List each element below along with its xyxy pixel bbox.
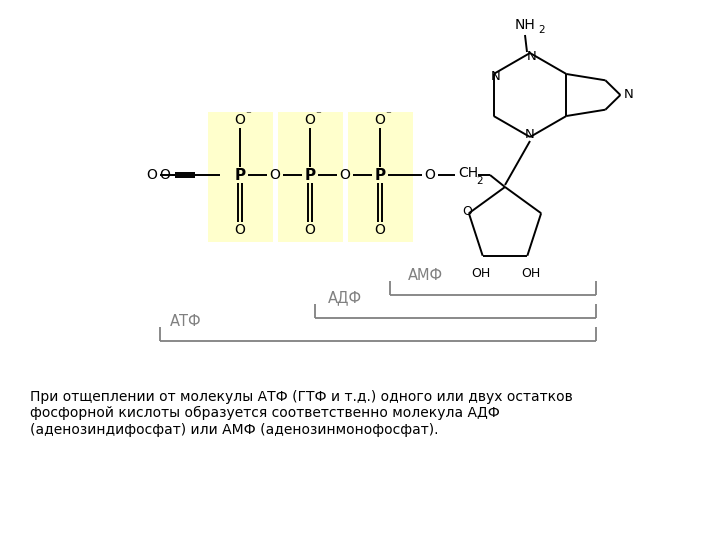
Text: OH: OH — [522, 267, 541, 280]
Text: При отщеплении от молекулы АТФ (ГТФ и т.д.) одного или двух остатков
фосфорной к: При отщеплении от молекулы АТФ (ГТФ и т.… — [30, 390, 572, 436]
Text: P: P — [374, 167, 386, 183]
Text: NH: NH — [515, 18, 536, 32]
Text: P: P — [235, 167, 246, 183]
Text: 2: 2 — [539, 25, 545, 35]
Text: O: O — [462, 205, 472, 218]
Text: N: N — [527, 50, 537, 63]
Bar — [348, 112, 413, 242]
Bar — [278, 112, 343, 242]
Text: O: O — [235, 113, 246, 127]
Text: O: O — [305, 223, 315, 237]
Text: АДФ: АДФ — [328, 291, 362, 306]
Text: O: O — [305, 113, 315, 127]
Text: N: N — [624, 89, 634, 102]
Text: O: O — [147, 168, 158, 182]
Text: O: O — [425, 168, 436, 182]
Text: P: P — [305, 167, 315, 183]
Text: O: O — [235, 223, 246, 237]
Text: O: O — [269, 168, 280, 182]
Text: OH: OH — [471, 267, 490, 280]
Text: CH: CH — [458, 166, 478, 180]
Bar — [208, 112, 273, 242]
Text: N: N — [491, 70, 500, 83]
Text: АТФ: АТФ — [170, 314, 202, 328]
Text: O: O — [340, 168, 351, 182]
Text: ⁻: ⁻ — [245, 110, 251, 120]
Text: 2: 2 — [477, 176, 483, 186]
Text: N: N — [525, 127, 535, 140]
Text: O: O — [160, 168, 171, 182]
Text: O: O — [374, 113, 385, 127]
Text: O: O — [374, 223, 385, 237]
Text: ⁻: ⁻ — [385, 110, 391, 120]
Text: АМФ: АМФ — [408, 267, 443, 282]
Text: ⁻: ⁻ — [315, 110, 321, 120]
